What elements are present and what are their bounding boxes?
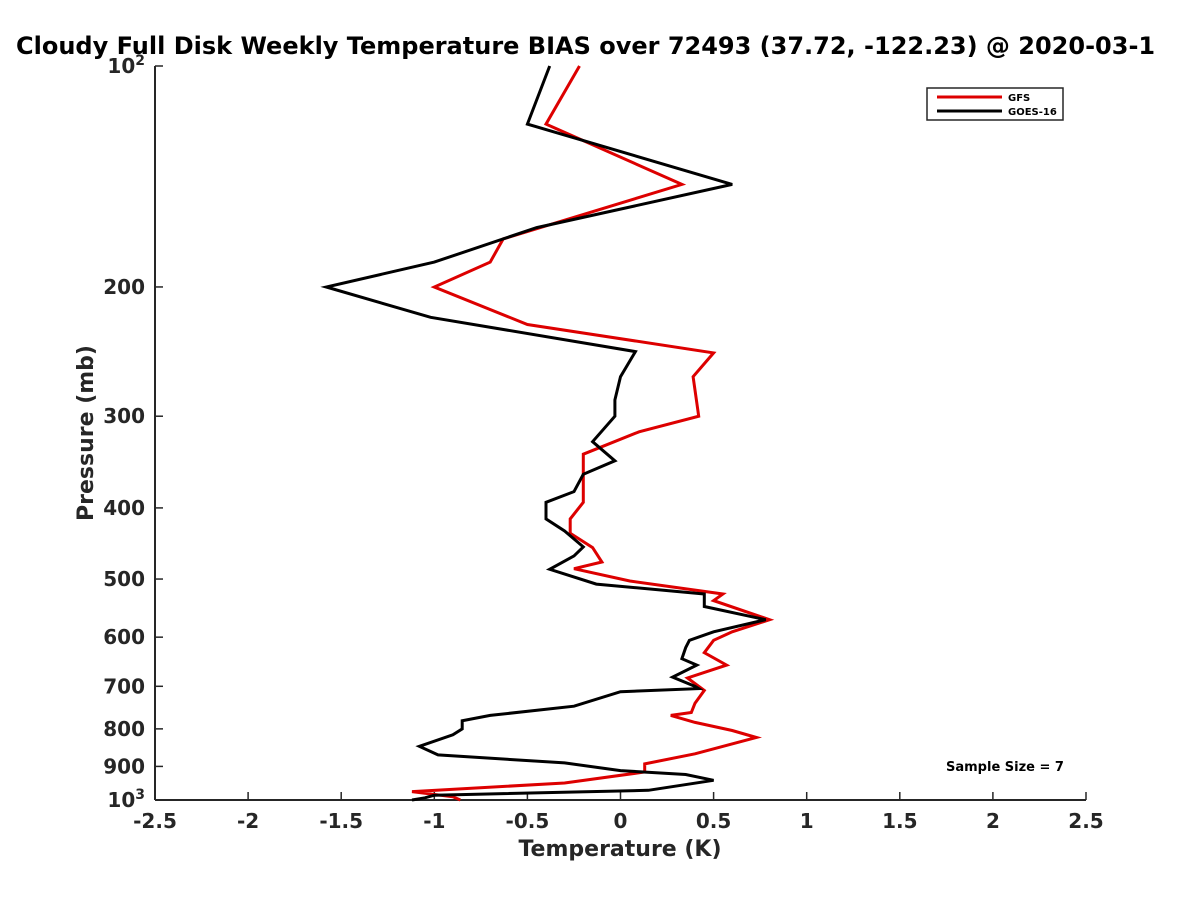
chart-title: Cloudy Full Disk Weekly Temperature BIAS… — [16, 32, 1155, 60]
series-line-gfs — [411, 65, 775, 802]
x-tick-label: -2.5 — [133, 809, 177, 833]
legend-label: GOES-16 — [1008, 107, 1057, 118]
x-tick-label: -0.5 — [506, 809, 550, 833]
legend-label: GFS — [1008, 93, 1030, 104]
x-axis-label: Temperature (K) — [518, 837, 721, 862]
x-tick-label: 2 — [986, 809, 1000, 833]
y-tick-label: 200 — [103, 275, 145, 299]
x-tick-label: 1 — [800, 809, 814, 833]
x-tick-label: -1 — [423, 809, 445, 833]
y-tick-label: 103 — [107, 787, 145, 812]
y-axis-label: Pressure (mb) — [74, 345, 99, 521]
legend: GFS GOES-16 — [926, 87, 1064, 121]
y-tick-label: 300 — [103, 404, 145, 428]
y-tick-label: 400 — [103, 496, 145, 520]
y-tick-label-exponent: 3 — [135, 787, 145, 803]
series-line-goes-16 — [320, 65, 767, 802]
y-tick-label-base: 200 — [103, 275, 145, 299]
y-tick-label: 700 — [103, 674, 145, 698]
y-tick-label: 500 — [103, 567, 145, 591]
x-tick-label: 0 — [614, 809, 628, 833]
y-tick-label-base: 10 — [107, 788, 135, 812]
x-tick-label: 0.5 — [696, 809, 731, 833]
x-tick-label: 2.5 — [1068, 809, 1103, 833]
y-tick-label-base: 400 — [103, 496, 145, 520]
x-tick-label: 1.5 — [882, 809, 917, 833]
y-tick-label: 102 — [107, 53, 145, 78]
y-tick-label-exponent: 2 — [135, 53, 145, 69]
plot-area: -2.5 -2 -1.5 -1 -0.5 0 0.5 1 1.5 2 2.5 10220030040… — [103, 53, 1103, 833]
y-tick-label-base: 300 — [103, 404, 145, 428]
sample-size-annotation: Sample Size = 7 — [946, 760, 1064, 775]
x-ticks: -2.5 -2 -1.5 -1 -0.5 0 0.5 1 1.5 2 2.5 — [133, 792, 1104, 833]
legend-box — [926, 87, 1064, 121]
y-tick-label-base: 500 — [103, 567, 145, 591]
x-tick-label: -1.5 — [319, 809, 363, 833]
y-tick-label-base: 600 — [103, 625, 145, 649]
y-tick-label: 900 — [103, 754, 145, 778]
series-group — [320, 65, 775, 802]
y-tick-label: 600 — [103, 625, 145, 649]
y-tick-label: 800 — [103, 717, 145, 741]
y-tick-label-base: 700 — [103, 674, 145, 698]
y-tick-label-base: 800 — [103, 717, 145, 741]
y-tick-label-base: 10 — [107, 54, 135, 78]
y-tick-label-base: 900 — [103, 754, 145, 778]
x-tick-label: -2 — [237, 809, 259, 833]
